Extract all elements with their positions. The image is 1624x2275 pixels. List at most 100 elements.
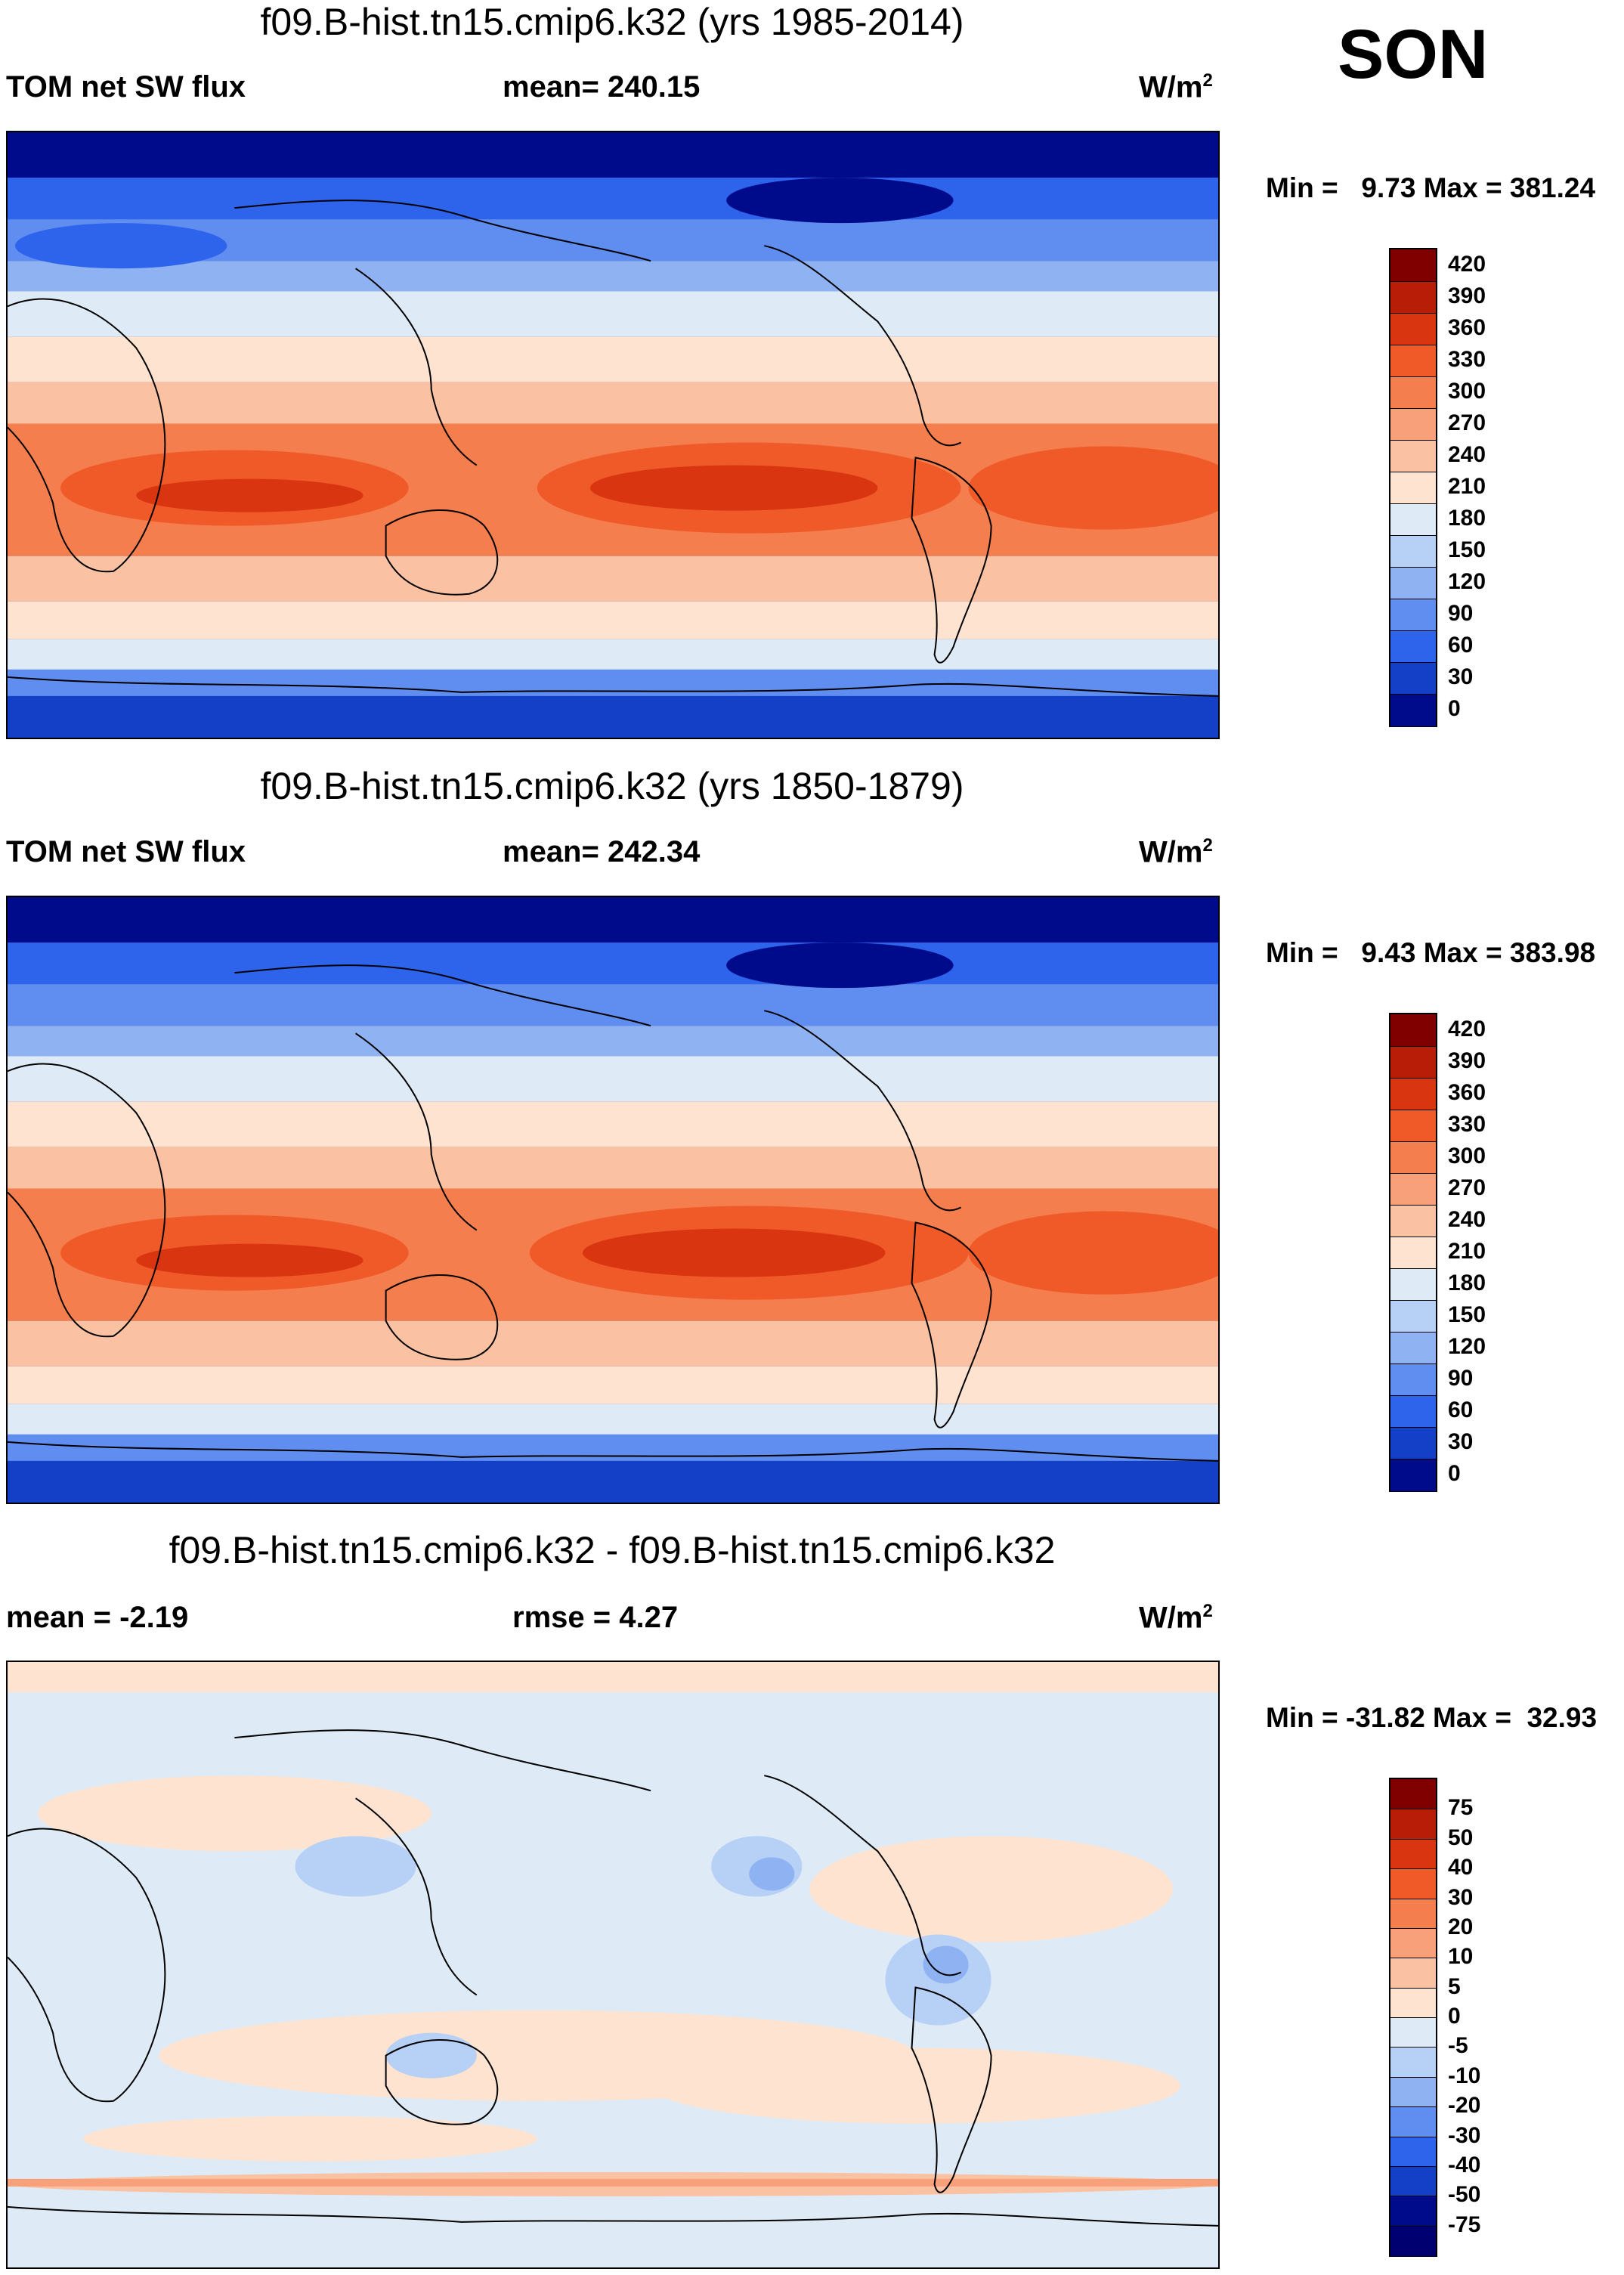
panel3-rmse-label: rmse = 4.27: [512, 1601, 679, 1634]
panel1-minmax: Min = 9.73 Max = 381.24: [1266, 172, 1596, 203]
colorbar-tick-label: 360: [1448, 1080, 1486, 1105]
panel1-title: f09.B-hist.tn15.cmip6.k32 (yrs 1985-2014…: [260, 1, 964, 43]
colorbar-tick-label: -30: [1448, 2122, 1481, 2148]
colorbar-cell: [1390, 313, 1436, 345]
panel2-minmax: Min = 9.43 Max = 383.98: [1266, 937, 1596, 968]
panel3-units: W/m2: [1139, 1601, 1213, 1635]
colorbar-cell: [1390, 1838, 1436, 1869]
colorbar-tick-label: -40: [1448, 2152, 1481, 2178]
colorbar-tick-label: 75: [1448, 1795, 1474, 1821]
colorbar-tick-label: 330: [1448, 1112, 1486, 1137]
colorbar-cell: [1390, 2136, 1436, 2167]
panel1-variable-label: TOM net SW flux: [6, 70, 246, 104]
colorbar-cell: [1390, 2225, 1436, 2256]
colorbar-tick-label: 390: [1448, 283, 1486, 308]
colorbar-tick-label: 40: [1448, 1855, 1474, 1880]
colorbar-tick-label: 300: [1448, 1144, 1486, 1168]
panel1-mean-label: mean= 240.15: [503, 70, 701, 104]
colorbar-tick-label: 240: [1448, 442, 1486, 467]
colorbar-cell: [1390, 1014, 1436, 1047]
colorbar-tick-label: -10: [1448, 2063, 1481, 2088]
panel3-mean-label: mean = -2.19: [6, 1601, 189, 1634]
colorbar-tick-label: 90: [1448, 1366, 1474, 1391]
panel3-map-svg: [8, 1662, 1218, 2267]
panel3-title: f09.B-hist.tn15.cmip6.k32 - f09.B-hist.t…: [169, 1529, 1056, 1571]
colorbar-tick-label: 390: [1448, 1048, 1486, 1073]
colorbar-cell: [1390, 1268, 1436, 1301]
colorbar-cell: [1390, 1205, 1436, 1237]
colorbar-tick-label: -50: [1448, 2182, 1481, 2208]
colorbar-cell: [1390, 1110, 1436, 1142]
colorbar-cell: [1390, 2017, 1436, 2048]
colorbar-cell: [1390, 1300, 1436, 1332]
colorbar-tick-label: 150: [1448, 1302, 1486, 1327]
colorbar-cell: [1390, 1332, 1436, 1364]
colorbar-tick-label: 0: [1448, 696, 1461, 721]
colorbar-tick-label: 150: [1448, 537, 1486, 562]
panel2-mean-label: mean= 242.34: [503, 835, 701, 868]
colorbar-cell: [1390, 535, 1436, 568]
panel3-minmax: Min = -31.82 Max = 32.93: [1266, 1702, 1598, 1733]
panel1-map-svg: [8, 132, 1218, 738]
colorbar-cell: [1390, 1779, 1436, 1809]
colorbar-cell: [1390, 567, 1436, 599]
colorbar-tick-label: 300: [1448, 379, 1486, 404]
colorbar-cell: [1390, 345, 1436, 377]
colorbar-cell: [1390, 1987, 1436, 2018]
colorbar-cell: [1390, 630, 1436, 663]
colorbar-tick-label: 180: [1448, 1271, 1486, 1295]
panel1-colorbar: [1389, 248, 1437, 727]
panel2-map-svg: [8, 897, 1218, 1503]
colorbar-cell: [1390, 249, 1436, 282]
colorbar-tick-label: 420: [1448, 252, 1486, 277]
colorbar-cell: [1390, 694, 1436, 726]
colorbar-tick-label: 420: [1448, 1017, 1486, 1042]
colorbar-tick-label: 120: [1448, 1334, 1486, 1359]
colorbar-tick-label: 270: [1448, 410, 1486, 435]
colorbar-cell: [1390, 599, 1436, 631]
colorbar-cell: [1390, 1046, 1436, 1079]
colorbar-cell: [1390, 1078, 1436, 1110]
colorbar-cell: [1390, 2106, 1436, 2137]
colorbar-tick-label: 30: [1448, 1884, 1474, 1910]
colorbar-cell: [1390, 1809, 1436, 1840]
colorbar-tick-label: 30: [1448, 1429, 1474, 1454]
colorbar-tick-label: 270: [1448, 1175, 1486, 1200]
colorbar-cell: [1390, 1173, 1436, 1206]
colorbar-tick-label: 0: [1448, 2004, 1461, 2029]
panel2-units: W/m2: [1139, 835, 1213, 869]
colorbar-cell: [1390, 1927, 1436, 1958]
colorbar-tick-label: 10: [1448, 1944, 1474, 1970]
colorbar-cell: [1390, 440, 1436, 472]
colorbar-tick-label: 20: [1448, 1914, 1474, 1939]
colorbar-tick-label: -5: [1448, 2033, 1468, 2059]
colorbar-tick-label: 120: [1448, 569, 1486, 594]
colorbar-tick-label: 30: [1448, 664, 1474, 689]
colorbar-tick-label: 180: [1448, 506, 1486, 531]
colorbar-cell: [1390, 376, 1436, 409]
colorbar-cell: [1390, 1958, 1436, 1989]
colorbar-cell: [1390, 281, 1436, 314]
colorbar-cell: [1390, 2165, 1436, 2196]
colorbar-tick-label: 210: [1448, 474, 1486, 499]
panel2-colorbar: [1389, 1013, 1437, 1492]
colorbar-cell: [1390, 408, 1436, 441]
colorbar-cell: [1390, 1898, 1436, 1929]
colorbar-cell: [1390, 1237, 1436, 1269]
colorbar-cell: [1390, 1459, 1436, 1491]
colorbar-cell: [1390, 2196, 1436, 2227]
colorbar-tick-label: -75: [1448, 2212, 1481, 2237]
colorbar-cell: [1390, 472, 1436, 504]
colorbar-cell: [1390, 1363, 1436, 1396]
colorbar-tick-label: 240: [1448, 1207, 1486, 1232]
colorbar-tick-label: 330: [1448, 347, 1486, 372]
colorbar-cell: [1390, 503, 1436, 536]
panel1-map: [6, 131, 1220, 739]
colorbar-tick-label: 5: [1448, 1973, 1461, 1999]
panel3-map: [6, 1661, 1220, 2269]
colorbar-cell: [1390, 1141, 1436, 1174]
panel2-map: [6, 896, 1220, 1504]
colorbar-cell: [1390, 1868, 1436, 1899]
colorbar-cell: [1390, 1427, 1436, 1459]
colorbar-cell: [1390, 662, 1436, 695]
